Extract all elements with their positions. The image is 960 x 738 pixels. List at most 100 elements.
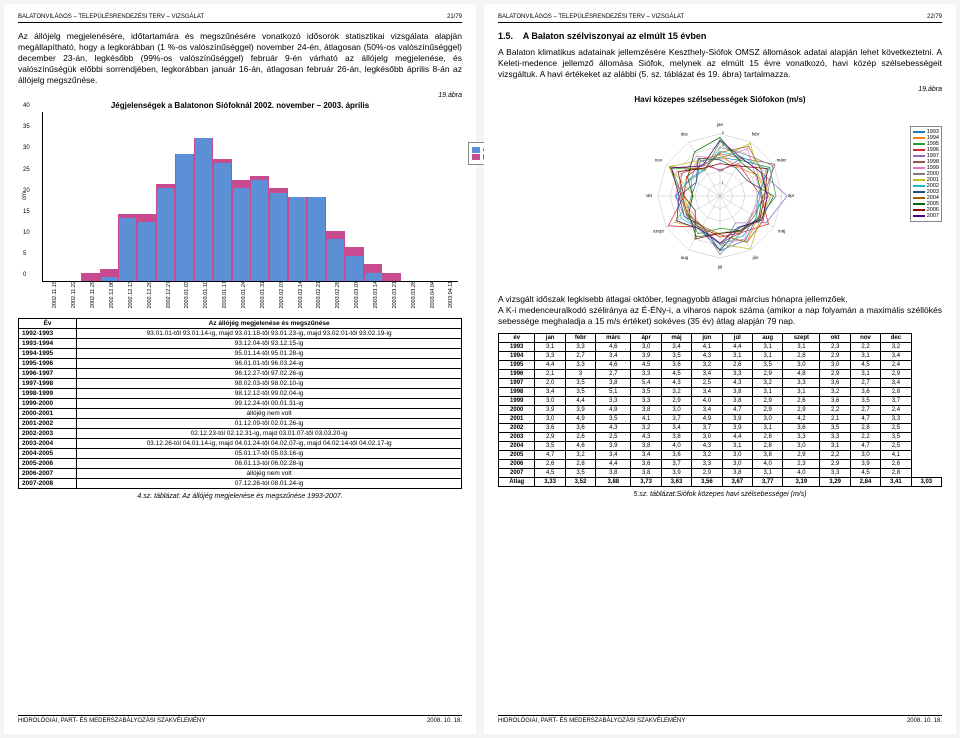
svg-text:nov: nov [655, 158, 663, 163]
table-cell: 4,4 [596, 460, 631, 469]
table-cell: 3,2 [692, 361, 722, 370]
table-cell: 3,33 [535, 478, 565, 487]
table-cell: 3,56 [692, 478, 722, 487]
svg-text:okt: okt [646, 193, 653, 198]
bar-slot: 2003.03.14 [364, 112, 383, 281]
table-header: szept [783, 334, 820, 343]
table-cell: 4,0 [661, 442, 691, 451]
table-cell: 3,5 [881, 433, 911, 442]
bar-slot: 2002.11.15 [43, 112, 62, 281]
table-cell: 3,8 [722, 388, 752, 397]
bar-parti [81, 273, 100, 281]
table-cell: 3,3 [722, 370, 752, 379]
table-cell: 98.02.03-től 98.02.10-ig [77, 379, 462, 389]
x-tick-label: 2003.01.03 [184, 281, 190, 309]
bar-slot: 2003.02.14 [288, 112, 307, 281]
radar-chart: janfebrmárcáprmájjúnjúlaugszeptoktnovdec… [498, 106, 942, 286]
x-tick-label: 2003.02.14 [298, 281, 304, 309]
table-cell: 3,3 [596, 397, 631, 406]
table-row: 1996-199796.12.27-től 97.02.26-ig [19, 369, 462, 379]
table-header: febr [565, 334, 595, 343]
bar-chart-title: Jégjelenségek a Balatonon Siófoknál 2002… [18, 101, 462, 110]
table-cell: 3,5 [565, 379, 595, 388]
table-cell: 2,7 [850, 379, 880, 388]
table-cell: 3,6 [661, 361, 691, 370]
table-cell: 3,5 [850, 397, 880, 406]
table-cell: 1995 [499, 361, 535, 370]
table-cell: 3,8 [631, 406, 661, 415]
table-cell: 02.12.23-tól 02.12.31-ig, majd 03.01.07-… [77, 429, 462, 439]
table-cell: 3,0 [783, 361, 820, 370]
table-cell: 3,73 [631, 478, 661, 487]
table-cell: 3,0 [820, 361, 850, 370]
y-tick: 10 [23, 230, 30, 236]
table-row: 1998-199998.12.12-től 99.02.04-ig [19, 389, 462, 399]
table-cell: 2,9 [752, 397, 782, 406]
table-row: 19983,43,55,13,53,23,43,83,13,13,23,62,8 [499, 388, 942, 397]
table-cell: 96.01.01-től 96.03.24-ig [77, 359, 462, 369]
table-row: 2001-200201.12.09-től 02.01.26-ig [19, 419, 462, 429]
table-cell: 2,7 [596, 370, 631, 379]
table-cell: 4,3 [631, 433, 661, 442]
table-cell: 2002 [499, 424, 535, 433]
table-cell: 2,2 [850, 343, 880, 352]
table-cell: 3,0 [850, 451, 880, 460]
svg-text:febr: febr [752, 132, 760, 137]
bar-slot: 2003.03.07 [345, 112, 364, 281]
x-tick-label: 2002.12.20 [147, 281, 153, 309]
header-pageno: 21/79 [447, 14, 462, 20]
table-cell: 5,4 [631, 379, 661, 388]
bar-slot: 2003.01.31 [250, 112, 269, 281]
table-cell: 3,3 [535, 352, 565, 361]
x-tick-label: 2003.01.31 [260, 281, 266, 309]
table-cell: 3,88 [596, 478, 631, 487]
table-cell: 3,52 [565, 478, 595, 487]
figure-label-2: 19.ábra [498, 86, 942, 93]
table-cell: 3,3 [565, 361, 595, 370]
table-cell: 3,0 [752, 415, 782, 424]
table-cell: 2,9 [820, 352, 850, 361]
table-row: 19972,03,53,85,44,32,54,33,23,33,62,73,4 [499, 379, 942, 388]
table-cell: 3,7 [881, 397, 911, 406]
table-cell: 3,9 [722, 415, 752, 424]
footer-left: HIDROLÓGIAI, PART- ÉS MEDERSZABÁLYOZÁSI … [18, 715, 462, 724]
table-cell: 03.12.26-tól 04.01.14-ig, majd 04.01.24-… [77, 439, 462, 449]
table-cell: 3,8 [752, 451, 782, 460]
bar-slot: 2003.04.11 [439, 112, 458, 281]
x-tick-label: 2003.02.28 [335, 281, 341, 309]
figure-label: 19.ábra [18, 92, 462, 99]
table-header: júl [722, 334, 752, 343]
y-tick: 35 [23, 124, 30, 130]
table-cell: 3,1 [752, 469, 782, 478]
bar-slot: 2003.02.07 [269, 112, 288, 281]
table-header: márc [596, 334, 631, 343]
table-cell: 2,2 [820, 451, 850, 460]
table-cell: 4,4 [722, 343, 752, 352]
table-cell: 1996 [499, 370, 535, 379]
table-row: 1997-199898.02.03-től 98.02.10-ig [19, 379, 462, 389]
bar-slot: 2003.04.04 [420, 112, 439, 281]
bar-parti [382, 273, 401, 281]
table-cell: 3,2 [631, 424, 661, 433]
table-cell: 3,3 [631, 397, 661, 406]
table-cell: 4,1 [881, 451, 911, 460]
table-cell: 3,19 [783, 478, 820, 487]
legend-item: 2007 [913, 213, 939, 219]
table-cell: 2001-2002 [19, 419, 77, 429]
table-cell: 2,8 [850, 424, 880, 433]
svg-text:júl: júl [717, 264, 722, 269]
table-cell: 3,1 [820, 442, 850, 451]
table-cell: 3,2 [881, 343, 911, 352]
table-cell: 3,29 [820, 478, 850, 487]
table-row: 1999-200099.12.24-től 00.01.31-ig [19, 399, 462, 409]
table-cell: 2,5 [692, 379, 722, 388]
table-cell: 2,3 [783, 460, 820, 469]
table-cell: 2,2 [850, 433, 880, 442]
table-cell: 96.12.27-től 97.02.26-ig [77, 369, 462, 379]
table-cell: 2,5 [881, 442, 911, 451]
table-cell: 3,2 [661, 388, 691, 397]
radar-svg: janfebrmárcáprmájjúnjúlaugszeptoktnovdec… [640, 116, 800, 276]
table-header: dec [881, 334, 911, 343]
table-cell: 3,2 [820, 388, 850, 397]
table-cell: 3,5 [535, 442, 565, 451]
